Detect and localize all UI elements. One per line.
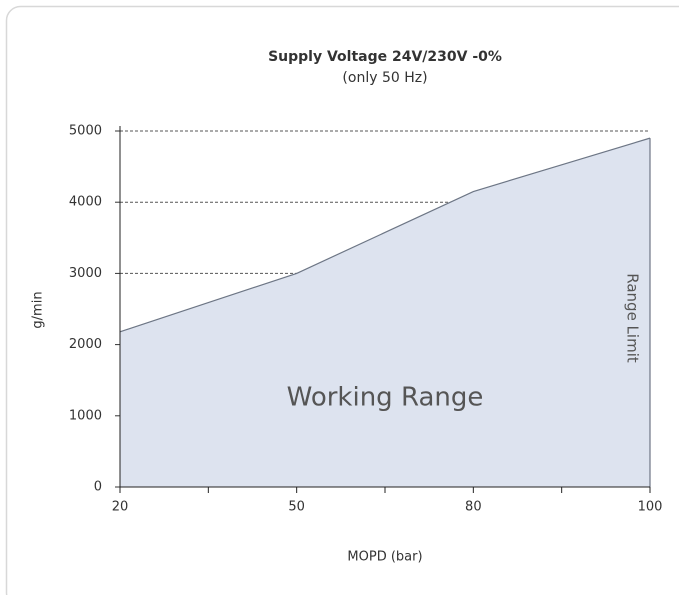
y-tick-label: 1000 [69, 408, 102, 423]
chart-subtitle: (only 50 Hz) [342, 70, 427, 86]
y-tick-label: 4000 [69, 195, 102, 210]
chart-title: Supply Voltage 24V/230V -0% [268, 49, 502, 65]
y-tick-label: 3000 [69, 266, 102, 281]
area [120, 138, 650, 487]
y-tick-label: 2000 [69, 337, 102, 352]
y-axis-label: g/min [31, 291, 46, 328]
x-tick-label: 100 [638, 500, 663, 515]
line [119, 137, 651, 333]
y-tick-label: 0 [94, 480, 102, 495]
annotation: Range Limit [624, 273, 642, 363]
x-tick-label: 80 [465, 500, 482, 515]
x-tick-label: 50 [288, 500, 305, 515]
x-tick-label: 20 [112, 500, 129, 515]
frame [5, 5, 679, 595]
annotation: Working Range [287, 383, 484, 413]
y-tick-label: 5000 [69, 124, 102, 139]
x-axis-label: MOPD (bar) [347, 550, 422, 565]
